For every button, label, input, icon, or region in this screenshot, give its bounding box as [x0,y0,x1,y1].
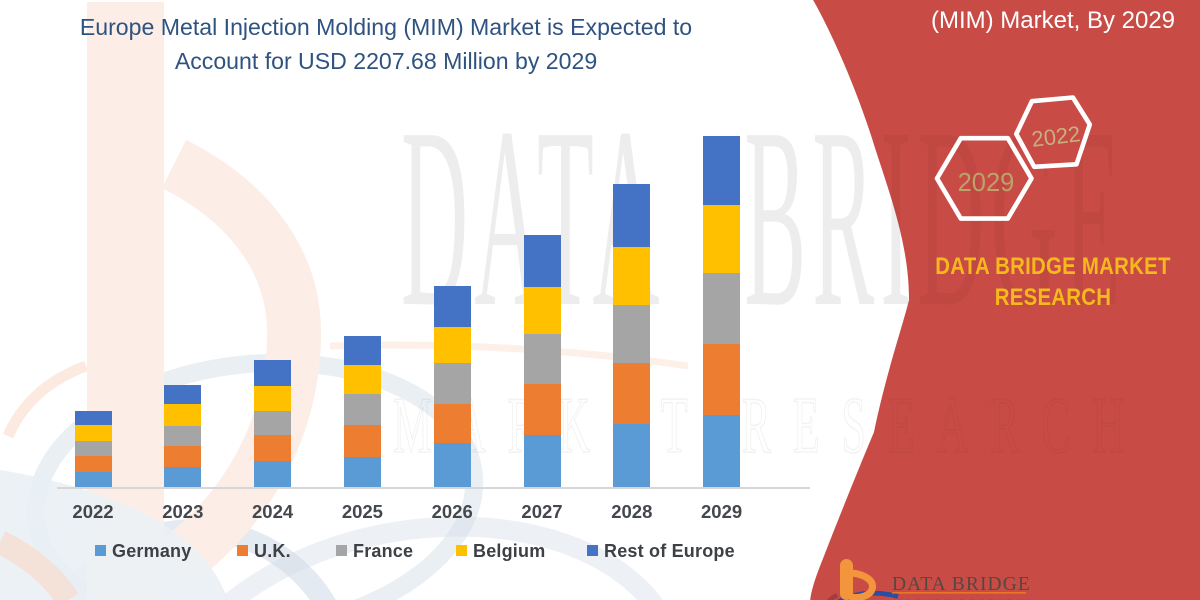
svg-text:DATA BRIDGE: DATA BRIDGE [892,574,1031,595]
svg-text:DATA BRIDGE: DATA BRIDGE [401,74,1127,360]
svg-text:MARKET RESEARCH: MARKET RESEARCH [893,598,1037,600]
svg-text:MARKET RESEARCH: MARKET RESEARCH [393,381,1146,469]
